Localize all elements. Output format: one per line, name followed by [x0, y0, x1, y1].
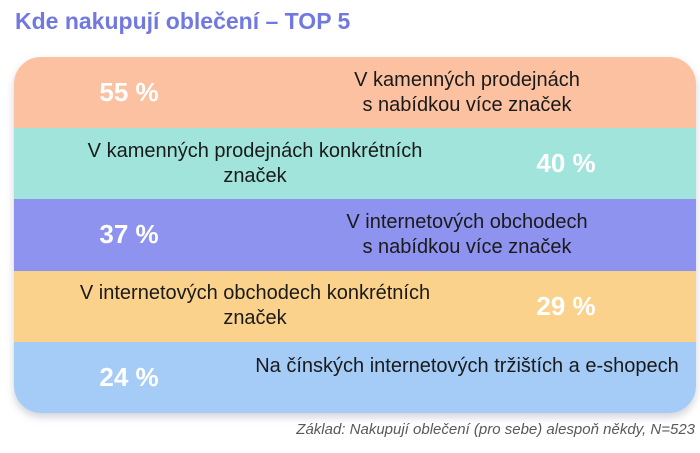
bar-value-5: 24 %	[99, 361, 159, 392]
bar-label-2: V kamenných prodejnách konkrétních znače…	[14, 139, 436, 189]
bar-value-3: 37 %	[99, 219, 159, 250]
bar-label-3-line2: s nabídkou více značek	[362, 235, 572, 258]
bar-row-3: 37 % V internetových obchodech s nabídko…	[14, 199, 696, 271]
bar-value-4: 29 %	[536, 290, 596, 321]
bar-row-4: V internetových obchodech konkrétních zn…	[14, 270, 696, 342]
bar-value-2: 40 %	[536, 148, 596, 179]
bar-label-3: V internetových obchodech s nabídkou víc…	[244, 210, 696, 260]
bar-value-1: 55 %	[99, 77, 159, 108]
top5-stripe-chart: 55 % V kamenných prodejnách s nabídkou v…	[14, 57, 696, 413]
bar-label-4: V internetových obchodech konkrétních zn…	[14, 281, 436, 331]
bar-label-4-line2: značek	[223, 307, 287, 330]
bar-label-5: Na čínských internetových tržištích a e-…	[244, 354, 696, 379]
bar-label-1-line2: s nabídkou více značek	[362, 93, 572, 116]
bar-label-2-line2: značek	[223, 164, 287, 187]
base-note: Základ: Nakupují oblečení (pro sebe) ale…	[296, 421, 695, 438]
bar-label-2-line1: V kamenných prodejnách konkrétních	[87, 139, 423, 162]
bar-row-2: V kamenných prodejnách konkrétních znače…	[14, 128, 696, 200]
bar-label-3-line1: V internetových obchodech	[346, 210, 588, 233]
bar-label-1-line1: V kamenných prodejnách	[354, 68, 580, 91]
bar-label-1: V kamenných prodejnách s nabídkou více z…	[244, 68, 696, 118]
bar-label-4-line1: V internetových obchodech konkrétních	[79, 282, 431, 305]
bar-label-5-line1: Na čínských internetových tržištích a e-…	[255, 354, 679, 377]
chart-title: Kde nakupují oblečení – TOP 5	[15, 8, 351, 34]
bar-row-5: 24 % Na čínských internetových tržištích…	[14, 341, 696, 413]
bar-row-1: 55 % V kamenných prodejnách s nabídkou v…	[14, 57, 696, 129]
